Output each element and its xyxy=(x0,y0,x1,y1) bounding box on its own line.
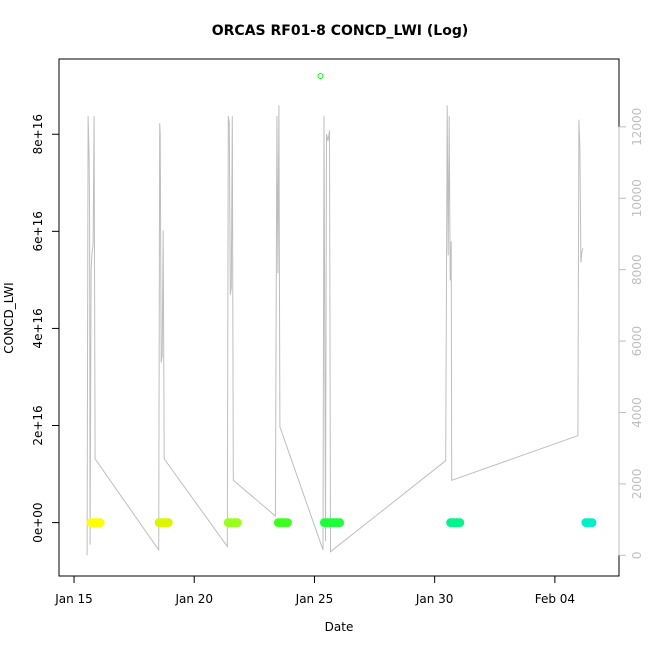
x-tick-label: Feb 04 xyxy=(535,592,575,606)
secondary-y-tick-label: 4000 xyxy=(630,397,644,428)
y-axis-label: CONCD_LWI xyxy=(2,282,16,353)
x-axis-label: Date xyxy=(325,620,354,634)
y-tick-label: 2e+16 xyxy=(31,405,45,445)
data-point xyxy=(282,518,292,528)
chart-title: ORCAS RF01-8 CONCD_LWI (Log) xyxy=(212,23,469,39)
secondary-y-tick-label: 8000 xyxy=(630,254,644,285)
secondary-y-tick-label: 12000 xyxy=(630,108,644,146)
y-tick-label: 8e+16 xyxy=(31,114,45,154)
data-point xyxy=(163,518,173,528)
plot-area xyxy=(58,58,620,577)
x-tick-label: Jan 20 xyxy=(174,592,213,606)
secondary-y-tick-label: 2000 xyxy=(630,469,644,500)
data-point xyxy=(587,518,597,528)
data-point xyxy=(95,518,105,528)
y-tick-label: 6e+16 xyxy=(31,211,45,251)
secondary-y-axis: 0 2000 4000 6000 8000 10000 12000 xyxy=(618,108,644,559)
secondary-y-tick-label: 6000 xyxy=(630,326,644,357)
data-points-layer xyxy=(86,72,597,528)
x-axis: Jan 15 Jan 20 Jan 25 Jan 30 Feb 04 xyxy=(54,575,575,606)
y-axis: 0e+00 2e+16 4e+16 6e+16 8e+16 xyxy=(31,114,60,543)
y-tick-label: 0e+00 xyxy=(31,502,45,542)
data-point xyxy=(335,518,345,528)
data-point xyxy=(232,518,242,528)
altitude-trace-layer xyxy=(86,105,584,556)
x-tick-label: Jan 30 xyxy=(415,592,454,606)
secondary-y-tick-label: 10000 xyxy=(630,179,644,217)
data-point xyxy=(455,518,465,528)
altitude-series-line xyxy=(86,105,584,556)
y-tick-label: 4e+16 xyxy=(31,308,45,348)
secondary-y-tick-label: 0 xyxy=(630,551,644,559)
x-tick-label: Jan 25 xyxy=(295,592,334,606)
x-tick-label: Jan 15 xyxy=(54,592,93,606)
outlier-point xyxy=(317,72,324,79)
